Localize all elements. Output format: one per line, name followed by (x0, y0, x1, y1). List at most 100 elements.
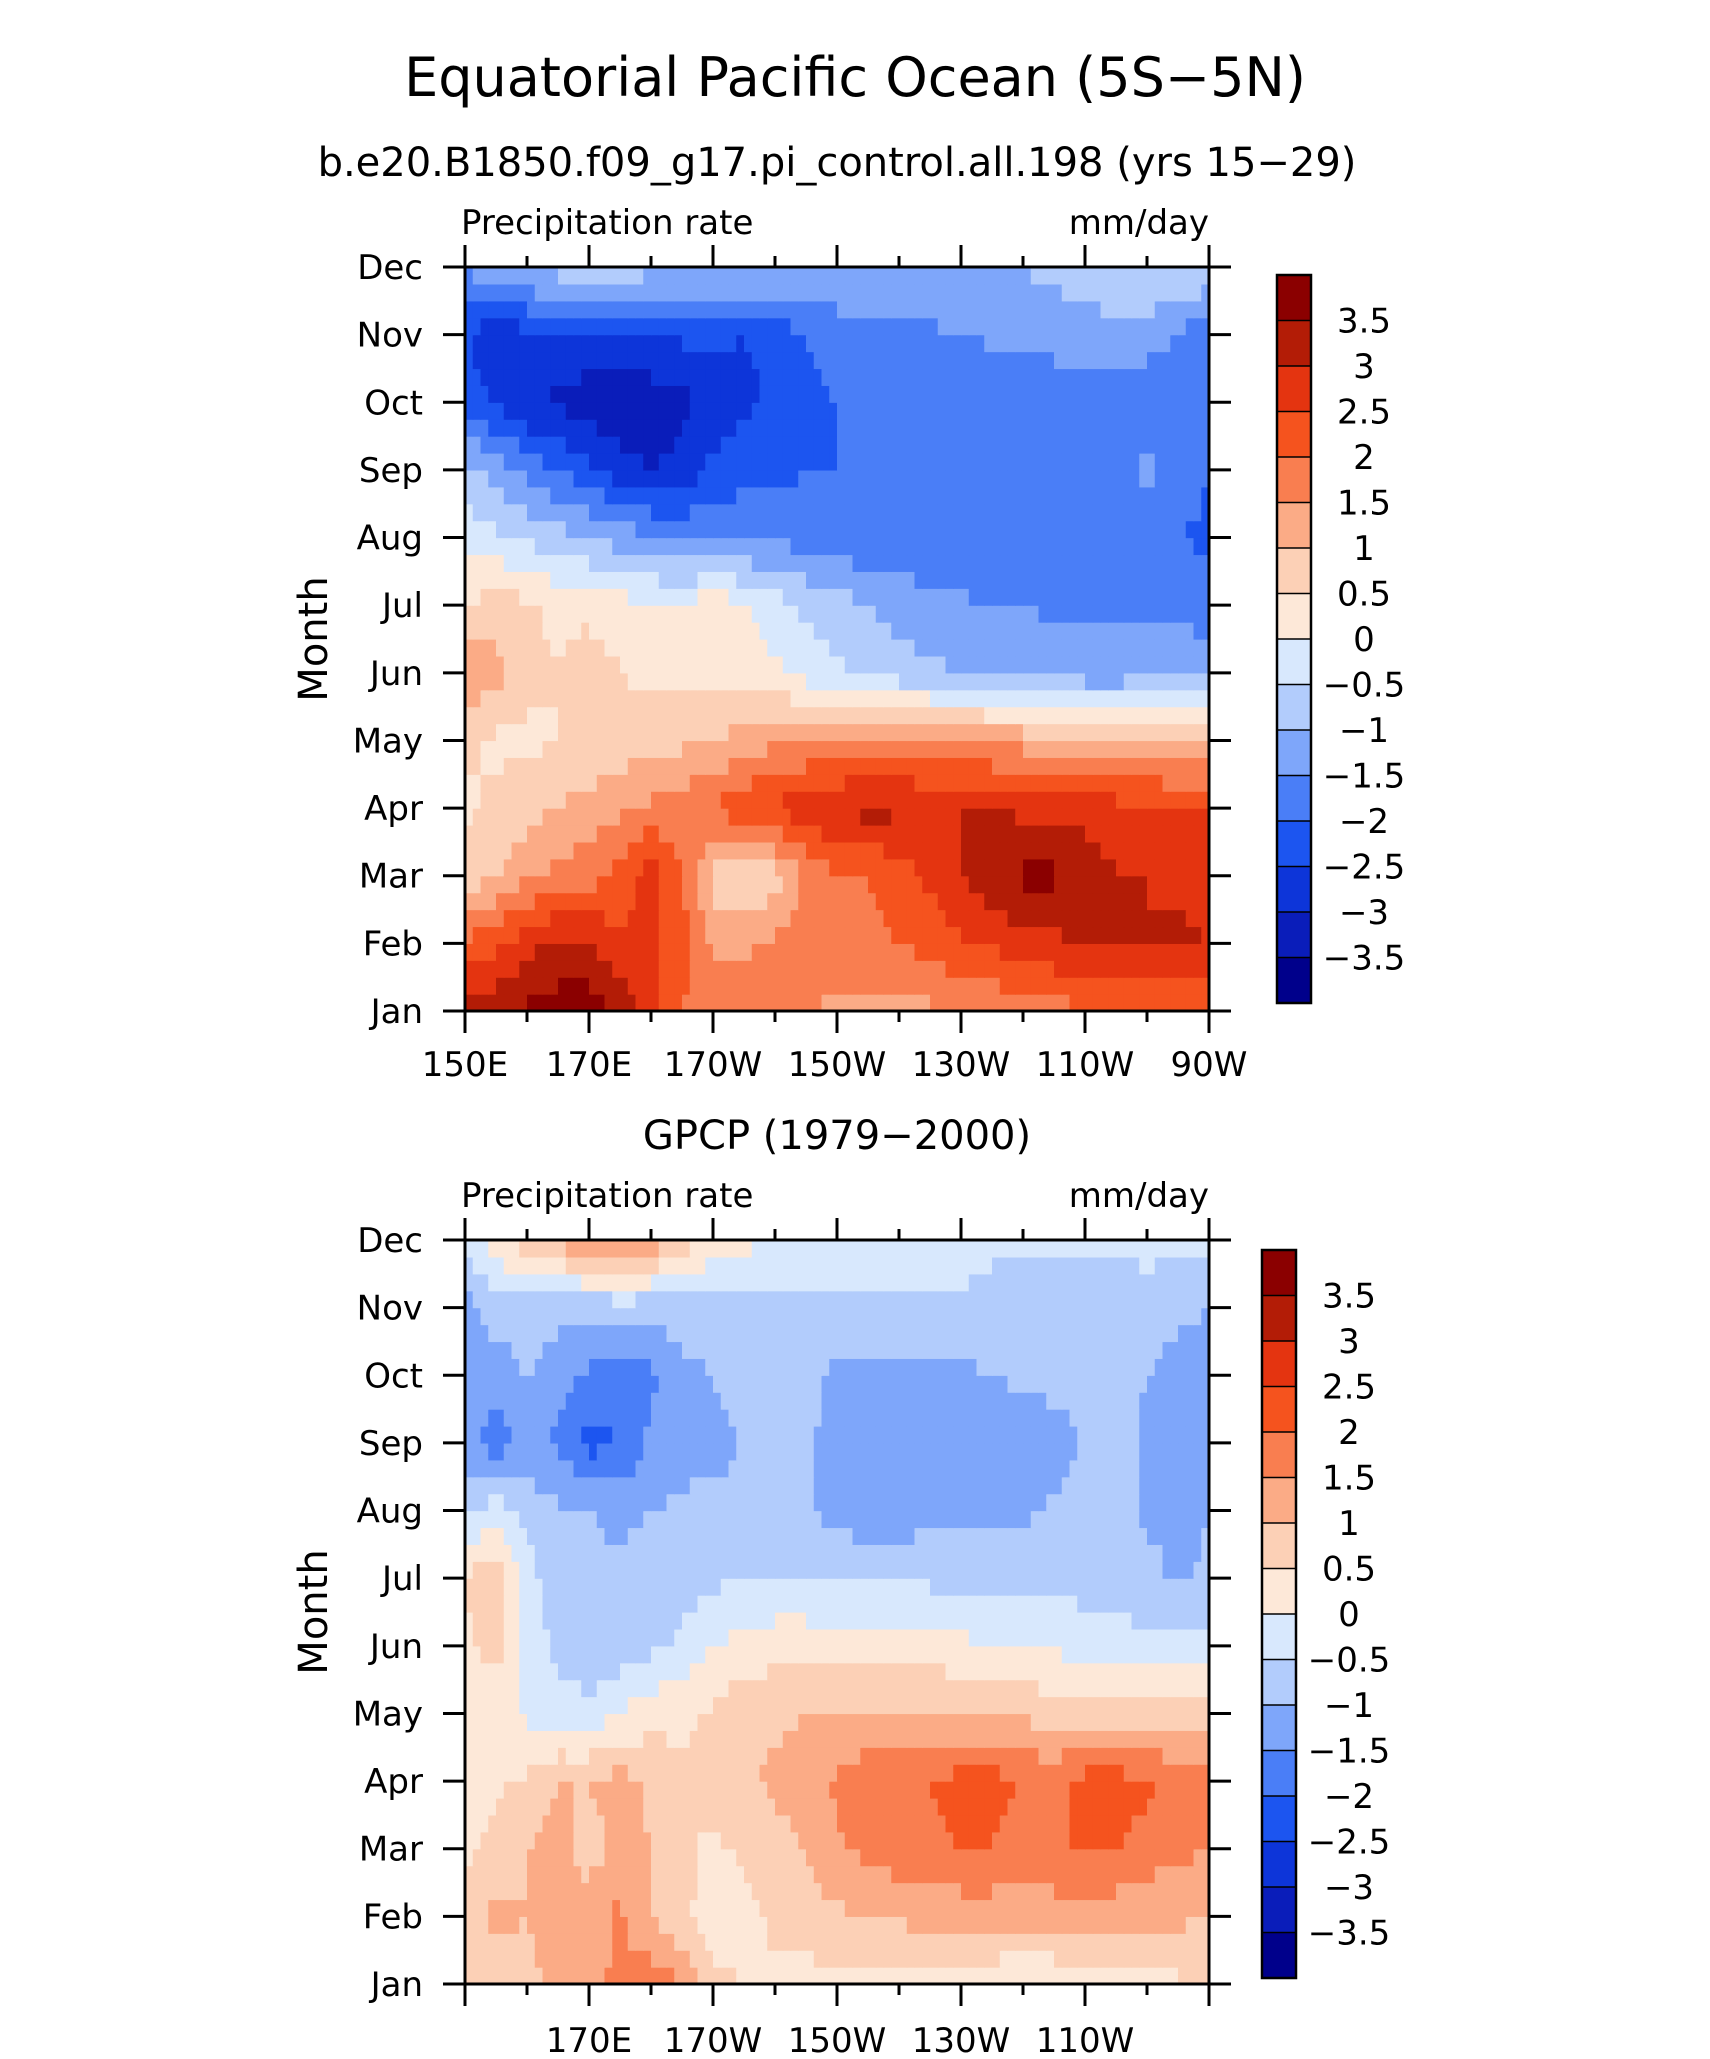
heat-cell (751, 317, 761, 336)
x-tick-label: 150E (422, 1045, 508, 1085)
heat-cell (620, 554, 629, 572)
heat-cell (480, 706, 489, 725)
heat-cell (1147, 385, 1156, 403)
heat-cell (883, 892, 892, 911)
heat-cell (620, 672, 629, 691)
heat-cell (713, 402, 722, 420)
heat-cell (527, 1899, 536, 1917)
heat-cell (480, 723, 489, 742)
heat-cell (922, 892, 931, 911)
heat-cell (1077, 1916, 1086, 1934)
heat-cell (674, 605, 683, 623)
heat-cell (1185, 909, 1195, 928)
heat-cell (837, 469, 846, 488)
heat-cell (1061, 436, 1071, 454)
heat-cell (511, 368, 520, 386)
heat-cell (550, 791, 559, 809)
heat-cell (961, 825, 970, 843)
heat-cell (736, 588, 745, 606)
heat-cell (744, 554, 753, 572)
heat-cell (906, 571, 916, 589)
heat-cell (596, 385, 606, 403)
heat-cell (612, 926, 621, 944)
heat-cell (844, 960, 854, 978)
heat-cell (736, 317, 745, 336)
heat-cell (604, 639, 613, 657)
heat-cell (472, 723, 482, 742)
heat-cell (992, 520, 1001, 539)
heat-cell (868, 368, 877, 386)
heat-cell (519, 300, 528, 319)
heat-cell (906, 858, 916, 877)
heat-cell (1178, 605, 1187, 623)
heat-cell (945, 334, 954, 353)
heat-cell (1030, 808, 1040, 826)
heat-cell (589, 571, 598, 589)
heat-cell (596, 537, 606, 556)
heat-cell (519, 875, 528, 894)
heat-cell (1178, 909, 1187, 928)
heat-cell (736, 706, 745, 725)
heat-cell (527, 757, 536, 775)
heat-cell (906, 706, 916, 725)
heat-cell (1193, 469, 1202, 488)
heat-cell (1038, 639, 1047, 657)
heat-cell (1123, 283, 1133, 302)
heat-cell (534, 791, 544, 809)
heat-cell (705, 283, 714, 302)
heat-cell (767, 1848, 776, 1867)
heat-cell (1030, 605, 1040, 623)
heat-cell (945, 926, 954, 944)
heat-cell (705, 605, 714, 623)
heat-cell (1038, 419, 1047, 437)
heat-cell (953, 537, 962, 556)
heat-cell (1123, 1916, 1133, 1934)
heat-cell (596, 909, 606, 928)
heat-cell (465, 706, 474, 725)
heat-cell (875, 672, 885, 691)
heat-cell (658, 825, 668, 843)
heat-cell (550, 267, 559, 285)
heat-cell (813, 960, 823, 978)
heat-cell (837, 588, 846, 606)
heat-cell (1154, 808, 1164, 826)
heat-cell (550, 554, 559, 572)
heat-cell (720, 267, 730, 285)
heat-cell (472, 1848, 482, 1867)
heat-cell (1092, 892, 1102, 911)
heat-cell (674, 723, 683, 742)
heat-cell (1116, 655, 1125, 674)
heat-cell (914, 385, 923, 403)
heat-cell (790, 740, 799, 758)
heat-cell (1007, 672, 1016, 691)
heat-cell (844, 605, 854, 623)
heat-cell (1007, 469, 1016, 488)
heat-cell (550, 672, 559, 691)
heat-cell (635, 791, 644, 809)
heat-cell (751, 1916, 761, 1934)
heat-cell (689, 892, 699, 911)
heat-cell (666, 283, 675, 302)
heat-cell (1085, 503, 1094, 522)
heat-cell (984, 926, 993, 944)
heat-cell (480, 554, 489, 572)
heat-cell (922, 977, 931, 995)
heat-cell (953, 1882, 962, 1901)
heat-cell (565, 588, 575, 606)
heat-cell (1162, 841, 1171, 860)
heat-cell (937, 622, 947, 640)
heat-cell (821, 588, 830, 606)
heat-cell (465, 469, 474, 488)
heat-cell (868, 503, 877, 522)
heat-cell (953, 892, 962, 911)
heat-cell (527, 402, 536, 420)
heat-cell (968, 723, 978, 742)
heat-cell (542, 723, 551, 742)
heat-cell (1131, 639, 1140, 657)
heat-cell (782, 520, 792, 539)
heat-cell (806, 520, 815, 539)
heat-cell (651, 723, 660, 742)
heat-cell (1061, 808, 1071, 826)
heat-cell (682, 892, 691, 911)
heat-cell (759, 453, 768, 471)
